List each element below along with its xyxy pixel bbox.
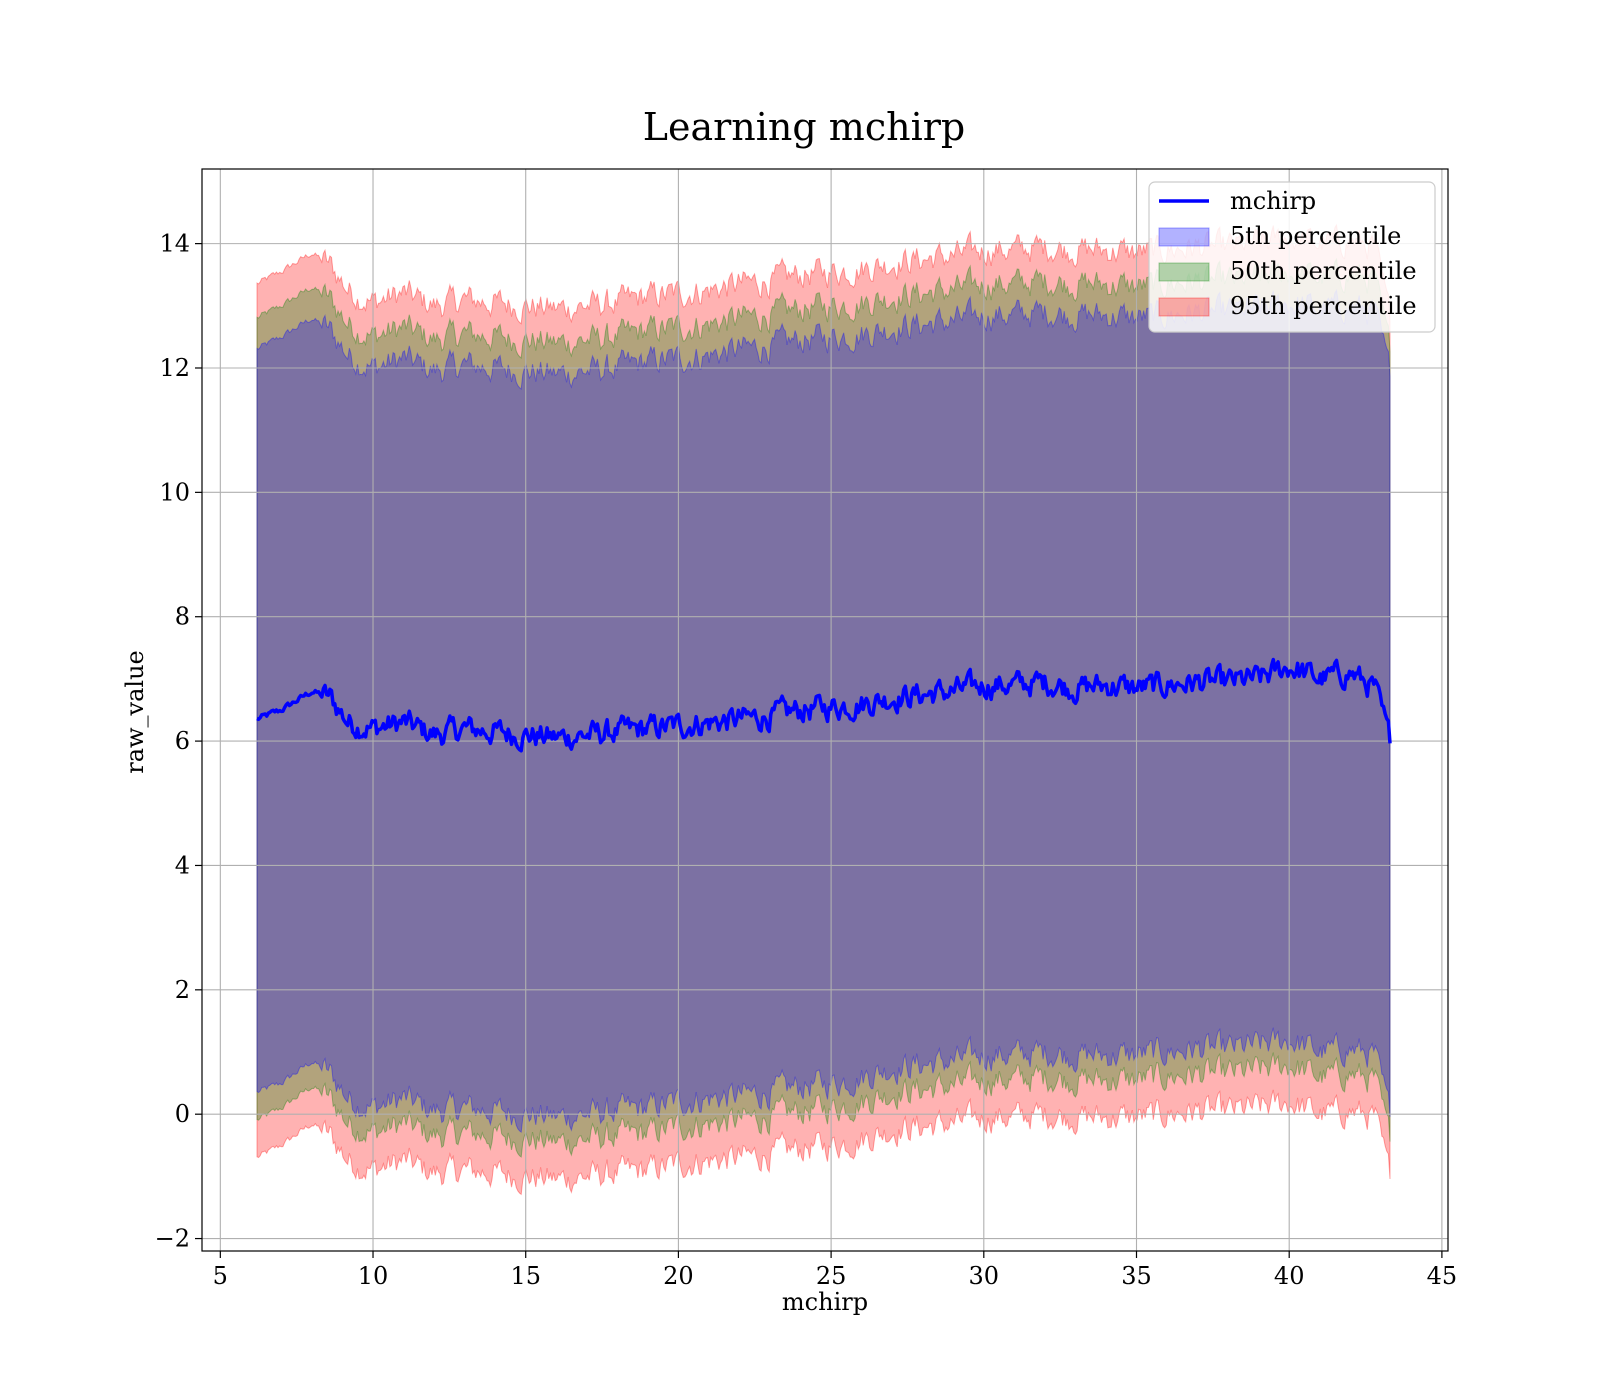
line-mchirp — [256, 657, 1392, 753]
x-tick-label: 10 — [358, 1262, 389, 1290]
legend: mchirp 5th percentile 50th percentile 95… — [1148, 181, 1436, 333]
y-tick-label: 12 — [159, 354, 190, 382]
y-axis-label: raw_value — [121, 650, 149, 774]
legend-label-95th-percentile: 95th percentile — [1230, 292, 1417, 320]
x-tick-label: 20 — [663, 1262, 694, 1290]
x-tick-label: 15 — [510, 1262, 541, 1290]
y-tick-label: 6 — [175, 727, 190, 755]
legend-label-5th-percentile: 5th percentile — [1230, 222, 1401, 250]
x-tick-label: 35 — [1121, 1262, 1152, 1290]
x-axis-ticks: 5 10 15 20 25 30 35 40 45 — [213, 1251, 1457, 1290]
legend-label-mchirp: mchirp — [1230, 187, 1316, 215]
legend-swatch-50th-percentile — [1158, 262, 1210, 282]
legend-swatch-5th-percentile — [1158, 227, 1210, 247]
legend-box — [1148, 181, 1436, 333]
y-tick-label: 4 — [175, 851, 190, 879]
legend-swatch-95th-percentile — [1158, 297, 1210, 317]
y-tick-label: 2 — [175, 976, 190, 1004]
x-tick-label: 40 — [1274, 1262, 1305, 1290]
grid-lines — [202, 169, 1448, 1251]
legend-label-50th-percentile: 50th percentile — [1230, 257, 1417, 285]
x-tick-label: 5 — [213, 1262, 228, 1290]
x-axis-label: mchirp — [782, 1288, 868, 1316]
y-axis-ticks: −2 0 2 4 6 8 10 12 14 — [155, 230, 202, 1253]
chart-title: Learning mchirp — [643, 105, 965, 149]
y-tick-label: 8 — [175, 603, 190, 631]
plot-area — [201, 168, 1449, 1252]
series-lines — [256, 657, 1392, 753]
y-tick-label: 10 — [159, 478, 190, 506]
x-tick-label: 45 — [1427, 1262, 1458, 1290]
y-tick-label: 14 — [159, 230, 190, 258]
plot-frame — [201, 168, 1449, 1252]
y-tick-label: −2 — [155, 1225, 190, 1253]
y-tick-label: 0 — [175, 1100, 190, 1128]
x-tick-label: 30 — [969, 1262, 1000, 1290]
x-tick-label: 25 — [816, 1262, 847, 1290]
